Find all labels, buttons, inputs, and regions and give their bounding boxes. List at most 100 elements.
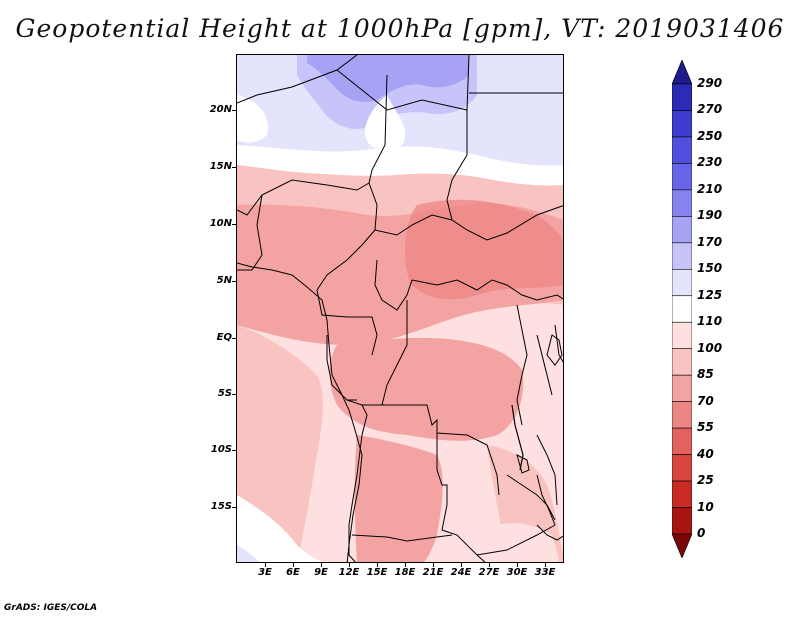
border-path [237, 179, 370, 216]
border-path [536, 524, 563, 541]
colorbar-bin [672, 374, 692, 402]
colorbar-bin [672, 60, 692, 85]
colorbar-label: 85 [697, 367, 714, 382]
lat-tick [232, 167, 236, 168]
lat-tick [232, 338, 236, 339]
colorbar-bin [672, 163, 692, 191]
lon-label-15e: 15E [366, 567, 388, 578]
border-path [237, 55, 358, 104]
colorbar-bin [672, 454, 692, 482]
colorbar-bin [672, 401, 692, 429]
lat-label-5s: 5S [217, 388, 232, 399]
colorbar-bin [672, 533, 692, 558]
border-path [374, 259, 413, 311]
border-path [536, 334, 553, 396]
lon-label-27e: 27E [478, 567, 500, 578]
border-path [554, 324, 563, 363]
colorbar-label: 40 [697, 446, 714, 461]
colorbar-label: 55 [697, 420, 714, 435]
lat-tick [232, 450, 236, 451]
lon-tick [377, 563, 378, 567]
field-central-basin [329, 337, 524, 441]
field-white-sw [237, 495, 323, 562]
colorbar-label: 25 [697, 473, 714, 488]
colorbar-bin [672, 348, 692, 376]
lon-label-12e: 12E [338, 567, 360, 578]
field-white-band [237, 145, 563, 186]
border-path [348, 434, 363, 562]
colorbar-label: 10 [697, 499, 714, 514]
lon-tick [517, 563, 518, 567]
coastline [237, 262, 363, 562]
lat-tick [232, 224, 236, 225]
colorbar [672, 60, 692, 558]
colorbar-label: 170 [697, 234, 723, 249]
lat-tick [232, 110, 236, 111]
lat-tick [232, 394, 236, 395]
border-path [446, 110, 468, 221]
lake-tanganyika [511, 404, 524, 471]
colorbar-label: 210 [697, 181, 723, 196]
colorbar-label: 125 [697, 287, 723, 302]
colorbar-bin [672, 268, 692, 297]
lat-label-5n: 5N [216, 275, 232, 286]
border-path [381, 300, 408, 406]
border-path [346, 399, 368, 436]
colorbar-label: 190 [697, 208, 723, 223]
lon-tick [489, 563, 490, 567]
lon-tick [265, 563, 266, 567]
lat-label-15s: 15S [210, 501, 232, 512]
border-path [506, 474, 556, 521]
colorbar-bin [672, 242, 692, 270]
field-south-central [354, 435, 443, 562]
colorbar-label: 250 [697, 128, 723, 143]
lon-tick [433, 563, 434, 567]
field-white-north [364, 95, 406, 151]
colorbar-label: 150 [697, 261, 723, 276]
border-path [351, 534, 453, 542]
field-170-190 [307, 55, 469, 102]
border-path [316, 289, 378, 356]
map-panel [236, 54, 564, 563]
chart-title: Geopotential Height at 1000hPa [gpm], VT… [15, 14, 785, 43]
credit-text: GrADS: IGES/COLA [4, 603, 98, 613]
colorbar-label: 270 [697, 102, 723, 117]
lon-tick [405, 563, 406, 567]
border-path [536, 434, 558, 506]
lon-label-30e: 30E [506, 567, 528, 578]
lon-tick [293, 563, 294, 567]
colorbar-bin [672, 136, 692, 164]
lat-label-15n: 15N [209, 161, 232, 172]
colorbar-label: 230 [697, 155, 723, 170]
lon-label-9e: 9E [314, 567, 328, 578]
shaded-field [237, 55, 563, 562]
border-path [476, 554, 486, 562]
colorbar-bin [672, 216, 692, 244]
field-blue-sw [237, 545, 260, 562]
lon-label-24e: 24E [450, 567, 472, 578]
lat-tick [232, 281, 236, 282]
colorbar-label: 100 [697, 340, 723, 355]
lat-label-10s: 10S [210, 444, 232, 455]
border-path [336, 55, 470, 111]
lon-tick [321, 563, 322, 567]
colorbar-bin [672, 189, 692, 217]
lake-mweru [516, 454, 530, 474]
lat-label-10n: 10N [209, 218, 232, 229]
colorbar-bin [672, 83, 692, 111]
colorbar-label: 290 [697, 76, 723, 90]
lon-label-33e: 33E [534, 567, 556, 578]
field-white-nw [237, 95, 268, 143]
lat-label-20n: 20N [209, 104, 232, 115]
colorbar-bin [672, 295, 692, 323]
field-southwest [237, 325, 323, 562]
field-55-70 [405, 199, 563, 300]
colorbar-bin [672, 321, 692, 350]
lon-tick [545, 563, 546, 567]
lake-victoria [546, 334, 563, 366]
border-path [368, 74, 388, 184]
colorbar-label: 110 [697, 314, 723, 329]
lon-label-3e: 3E [258, 567, 272, 578]
border-path [516, 304, 528, 426]
colorbar-bin [672, 427, 692, 455]
